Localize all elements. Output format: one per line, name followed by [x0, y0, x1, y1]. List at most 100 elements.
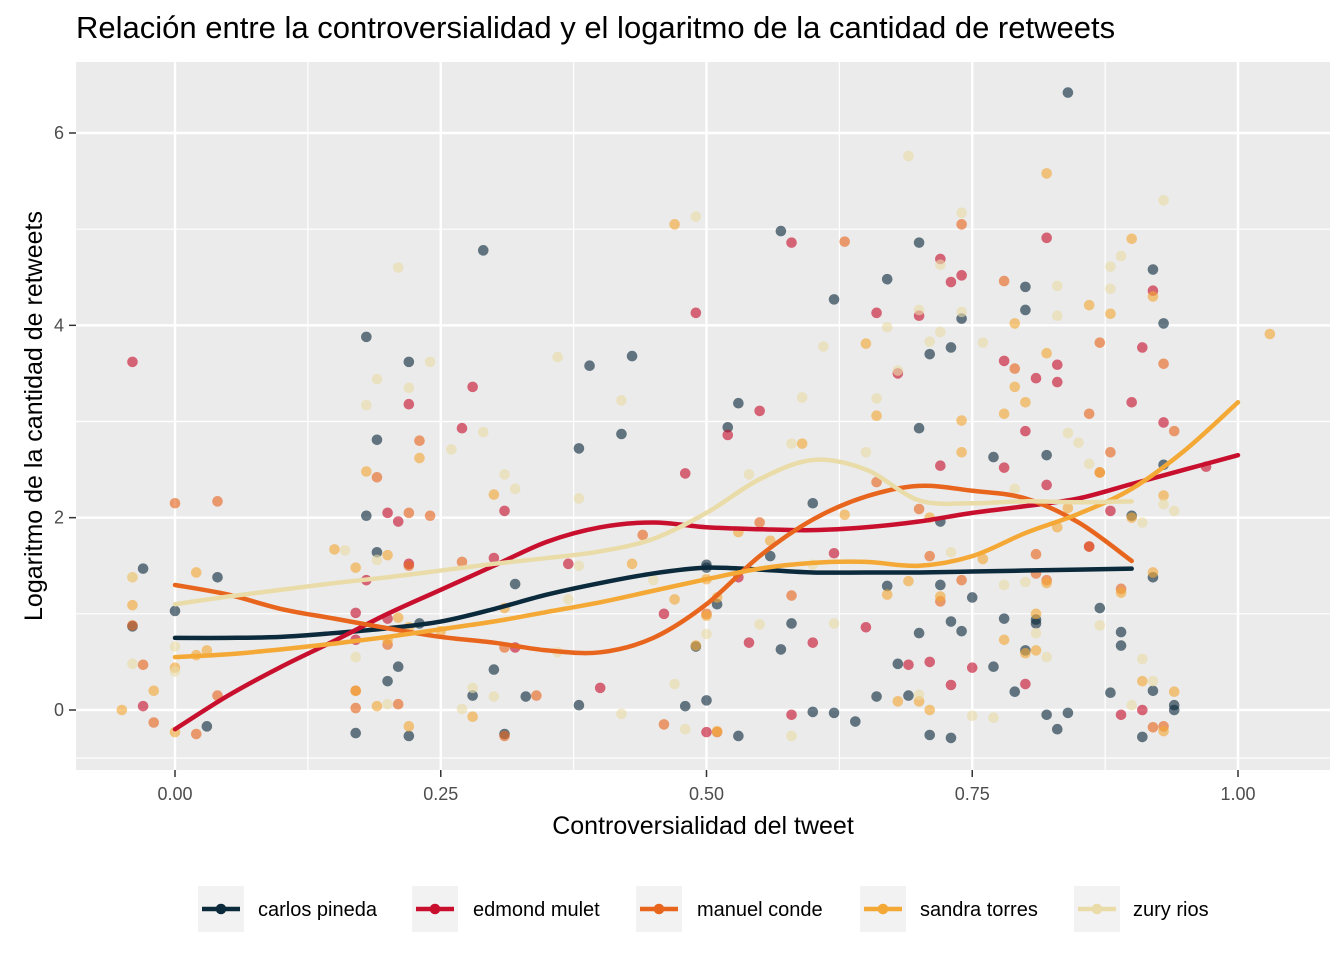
point-manuel-conde	[1009, 363, 1021, 374]
point-carlos-pineda	[212, 571, 223, 583]
point-edmond-mulet	[679, 468, 691, 479]
point-carlos-pineda	[945, 342, 957, 353]
point-carlos-pineda	[137, 563, 149, 574]
point-carlos-pineda	[871, 691, 882, 702]
point-edmond-mulet	[137, 700, 149, 712]
point-carlos-pineda	[988, 451, 999, 463]
point-manuel-conde	[127, 620, 138, 631]
point-manuel-conde	[137, 659, 149, 671]
point-carlos-pineda	[371, 546, 383, 558]
point-sandra-torres	[1083, 299, 1095, 311]
point-zury-rios	[127, 658, 138, 670]
point-edmond-mulet	[754, 405, 765, 417]
point-zury-rios	[881, 321, 893, 333]
point-carlos-pineda	[488, 664, 500, 675]
point-sandra-torres	[201, 645, 213, 656]
point-zury-rios	[552, 351, 563, 363]
point-edmond-mulet	[807, 637, 819, 648]
point-carlos-pineda	[881, 580, 893, 592]
point-zury-rios	[467, 682, 478, 694]
point-edmond-mulet	[860, 621, 872, 633]
point-edmond-mulet	[382, 507, 393, 519]
point-sandra-torres	[1041, 347, 1052, 359]
point-zury-rios	[371, 373, 383, 385]
point-sandra-torres	[669, 219, 680, 230]
point-edmond-mulet	[828, 547, 840, 559]
legend-key-point	[429, 903, 441, 915]
point-manuel-conde	[1030, 548, 1042, 560]
point-carlos-pineda	[913, 627, 925, 639]
point-zury-rios	[690, 211, 702, 222]
point-carlos-pineda	[988, 661, 999, 673]
point-carlos-pineda	[956, 625, 967, 637]
point-carlos-pineda	[382, 675, 393, 687]
point-zury-rios	[903, 150, 914, 162]
smooth-line-sandra-torres	[172, 400, 1241, 660]
point-zury-rios	[956, 207, 967, 219]
x-tick-label: 0.75	[955, 784, 990, 804]
point-carlos-pineda	[573, 443, 585, 454]
point-sandra-torres	[350, 562, 362, 573]
point-sandra-torres	[1094, 467, 1106, 478]
point-carlos-pineda	[775, 644, 787, 655]
point-carlos-pineda	[1147, 685, 1159, 697]
point-edmond-mulet	[743, 637, 755, 648]
point-sandra-torres	[1264, 328, 1276, 340]
point-carlos-pineda	[509, 578, 521, 590]
point-sandra-torres	[1020, 647, 1031, 659]
point-carlos-pineda	[945, 616, 957, 627]
point-zury-rios	[573, 560, 585, 572]
point-sandra-torres	[361, 466, 372, 477]
point-manuel-conde	[350, 702, 362, 714]
point-carlos-pineda	[903, 690, 914, 701]
chart-title: Relación entre la controversialidad y el…	[76, 10, 1115, 45]
point-sandra-torres	[669, 594, 680, 605]
point-zury-rios	[616, 708, 627, 720]
point-zury-rios	[1115, 250, 1127, 262]
point-manuel-conde	[414, 435, 425, 447]
point-sandra-torres	[711, 725, 723, 737]
point-carlos-pineda	[935, 579, 946, 591]
point-edmond-mulet	[1051, 376, 1063, 388]
point-sandra-torres	[892, 696, 904, 707]
point-zury-rios	[371, 554, 383, 566]
legend-key-point	[215, 903, 227, 915]
point-edmond-mulet	[499, 505, 510, 517]
point-zury-rios	[616, 395, 627, 406]
point-carlos-pineda	[850, 716, 861, 727]
point-zury-rios	[1147, 675, 1159, 687]
legend-label: manuel conde	[697, 899, 823, 921]
point-edmond-mulet	[966, 662, 978, 673]
point-carlos-pineda	[1168, 699, 1180, 711]
point-zury-rios	[477, 426, 489, 438]
point-zury-rios	[786, 730, 797, 742]
point-carlos-pineda	[1062, 87, 1074, 98]
point-sandra-torres	[998, 408, 1010, 420]
point-edmond-mulet	[1158, 417, 1169, 428]
point-carlos-pineda	[807, 497, 819, 509]
legend-label: zury rios	[1133, 899, 1209, 921]
point-carlos-pineda	[733, 730, 744, 742]
point-carlos-pineda	[1115, 640, 1127, 651]
point-carlos-pineda	[945, 732, 957, 744]
point-zury-rios	[998, 579, 1010, 591]
x-axis-ticks: 0.00 0.25 0.50 0.75 1.00	[157, 770, 1256, 804]
point-zury-rios	[1105, 283, 1116, 295]
point-zury-rios	[563, 594, 574, 605]
point-zury-rios	[392, 262, 404, 273]
point-zury-rios	[924, 336, 936, 347]
point-manuel-conde	[637, 529, 649, 541]
point-carlos-pineda	[361, 510, 372, 522]
point-edmond-mulet	[392, 516, 404, 527]
legend-key-point	[1091, 903, 1103, 915]
point-zury-rios	[669, 678, 680, 690]
y-tick-label: 0	[54, 700, 64, 720]
point-sandra-torres	[860, 338, 872, 349]
point-sandra-torres	[998, 634, 1010, 646]
point-carlos-pineda	[807, 706, 819, 718]
point-edmond-mulet	[690, 307, 702, 319]
point-manuel-conde	[392, 698, 404, 710]
point-carlos-pineda	[775, 225, 787, 237]
point-zury-rios	[169, 666, 181, 677]
point-carlos-pineda	[924, 348, 936, 360]
